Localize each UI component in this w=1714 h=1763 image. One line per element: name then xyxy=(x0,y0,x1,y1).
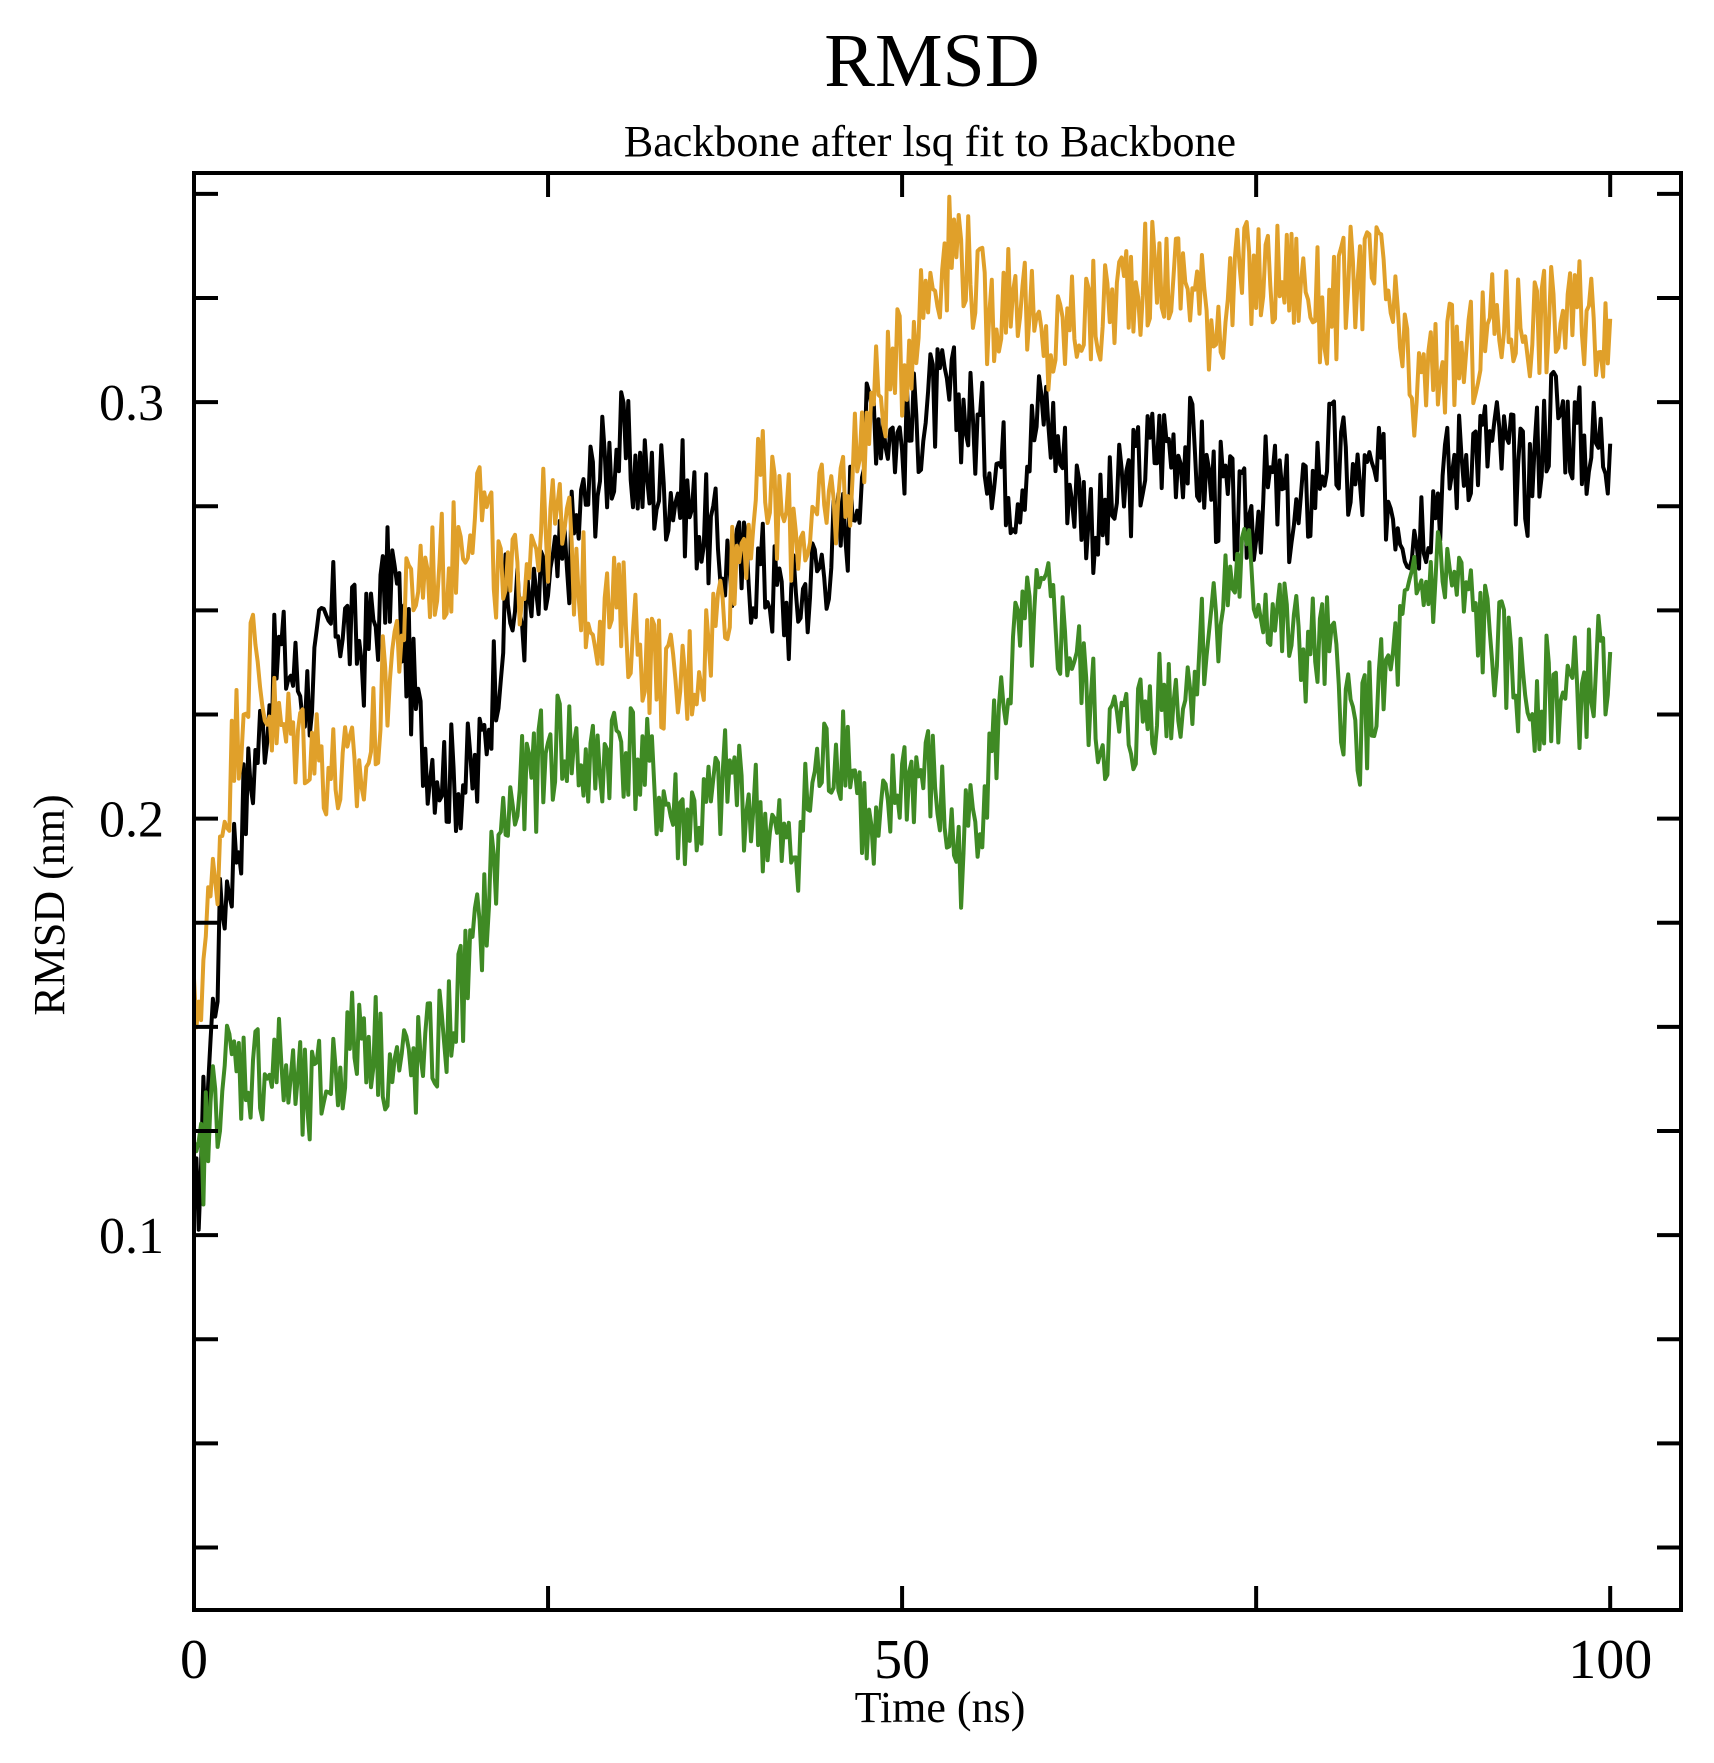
ticks-layer: 0 50 100 0.1 0.2 0.3 xyxy=(99,173,1681,1691)
series-orange xyxy=(192,194,1613,1030)
y-tick-label-0.3: 0.3 xyxy=(99,375,164,432)
chart-subtitle: Backbone after lsq fit to Backbone xyxy=(624,117,1236,166)
y-tick-label-0.2: 0.2 xyxy=(99,792,164,849)
series-layer xyxy=(192,194,1613,1232)
x-tick-label-50: 50 xyxy=(874,1629,930,1691)
plot-frame xyxy=(192,171,1683,1612)
x-tick-label-100: 100 xyxy=(1568,1629,1652,1691)
x-axis-label: Time (ns) xyxy=(855,1683,1026,1732)
series-line-black xyxy=(192,345,1613,1232)
y-axis-label: RMSD (nm) xyxy=(25,794,74,1015)
series-green xyxy=(192,527,1613,1207)
y-tick-label-0.1: 0.1 xyxy=(99,1208,164,1265)
x-tick-label-0: 0 xyxy=(180,1629,208,1691)
chart-title: RMSD xyxy=(824,19,1039,103)
series-line-orange xyxy=(192,194,1613,1030)
series-black xyxy=(192,345,1613,1232)
series-line-green xyxy=(192,527,1613,1207)
